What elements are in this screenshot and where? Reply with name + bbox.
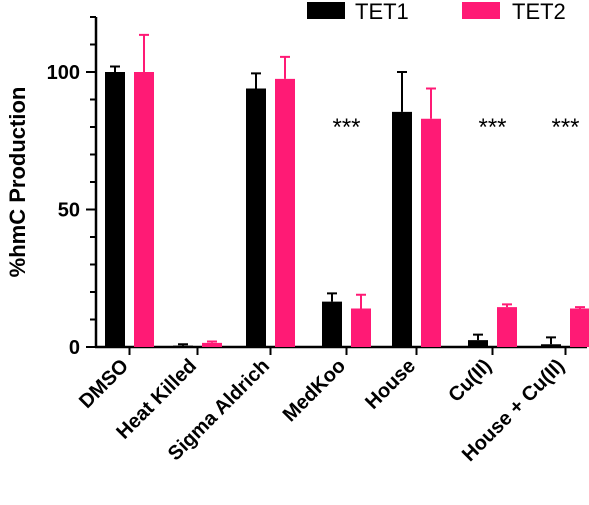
bar-tet2	[570, 308, 589, 347]
significance-marker: ***	[332, 114, 360, 141]
bar-tet1	[392, 111, 412, 347]
bar-tet1	[541, 344, 561, 347]
bar-tet1	[105, 72, 125, 347]
legend-label-tet2: TET2	[512, 0, 566, 24]
y-tick-label: 50	[58, 200, 80, 222]
bar-tet2	[421, 118, 441, 347]
y-axis-label: %hmC Production	[5, 87, 30, 278]
bar-tet2	[497, 307, 517, 347]
bars	[105, 72, 589, 347]
significance-marker: ***	[478, 114, 506, 141]
error-bars	[110, 33, 585, 346]
bar-tet2	[134, 72, 154, 347]
legend-swatch-tet1	[307, 2, 345, 19]
bar-tet1	[322, 301, 342, 347]
bar-tet1	[468, 340, 488, 347]
legend-swatch-tet2	[462, 2, 500, 19]
x-tick-label: DMSO	[75, 355, 133, 413]
bar-tet2	[351, 308, 371, 347]
y-tick-label: 0	[69, 337, 80, 359]
bar-tet2	[275, 78, 295, 347]
legend-label-tet1: TET1	[355, 0, 409, 24]
x-tick-label: House	[361, 355, 420, 414]
bar-tet1	[173, 345, 193, 347]
x-tick-label: MedKoo	[279, 355, 350, 426]
bar-tet1	[246, 88, 266, 347]
y-tick-label: 100	[47, 62, 80, 84]
significance-marker: ***	[551, 114, 579, 141]
x-tick-label: Cu(II)	[444, 355, 496, 407]
bar-tet2	[202, 342, 222, 347]
legend: TET1 TET2	[307, 0, 566, 24]
